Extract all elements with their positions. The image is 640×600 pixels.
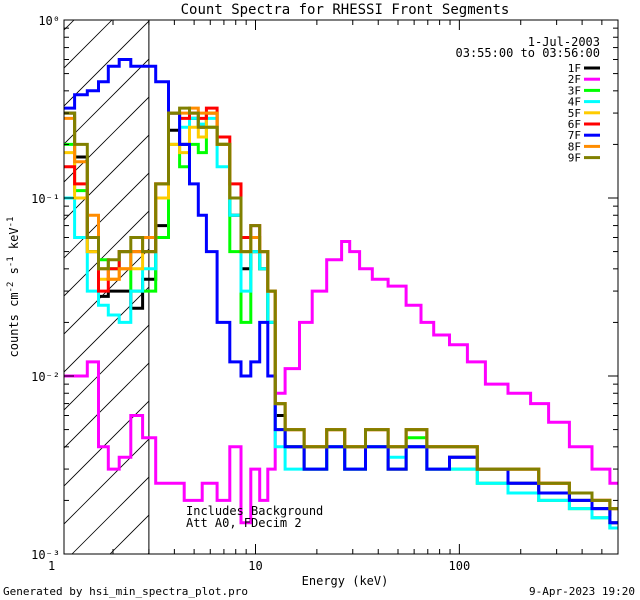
series-layer <box>64 58 618 530</box>
hatch-line <box>64 20 149 107</box>
legend-label-4f: 4F <box>568 96 581 109</box>
y-tick-label: 10⁰ <box>38 14 60 28</box>
hatch-line <box>414 0 640 554</box>
footer-timestamp: 9-Apr-2023 19:20 <box>529 585 635 598</box>
x-axis: 1 10 100 <box>48 20 619 573</box>
hatch-line <box>262 0 640 554</box>
x-tick-label: 10 <box>248 559 262 573</box>
annotation-attenuator: Att A0, FDecim 2 <box>186 516 302 530</box>
legend-label-1f: 1F <box>568 62 581 75</box>
x-tick-label: 100 <box>449 559 471 573</box>
y-tick-label: 10⁻² <box>31 370 60 384</box>
legend-label-5f: 5F <box>568 107 581 120</box>
series-line-9f <box>64 106 618 511</box>
excluded-energy-region <box>64 0 640 554</box>
x-tick-label: 1 <box>48 559 55 573</box>
chart-title: Count Spectra for RHESSI Front Segments <box>181 2 510 18</box>
series-line-2f <box>64 240 618 525</box>
date-label: 1-Jul-2003 <box>528 35 600 49</box>
hatch-line <box>109 514 149 554</box>
time-range-label: 03:55:00 to 03:56:00 <box>456 46 601 60</box>
legend-label-7f: 7F <box>568 129 581 142</box>
y-tick-label: 10⁻³ <box>31 548 60 562</box>
hatch-line <box>64 286 149 373</box>
footer-generated-by: Generated by hsi_min_spectra_plot.pro <box>3 585 248 598</box>
hatch-line <box>300 0 640 554</box>
hatch-line <box>64 248 149 335</box>
plot-frame <box>63 19 619 555</box>
legend-label-6f: 6F <box>568 118 581 131</box>
legend-label-8f: 8F <box>568 140 581 153</box>
hatch-line <box>64 134 149 221</box>
y-axis-label: counts cm-2 s-1 keV-1 <box>6 217 21 358</box>
legend-label-3f: 3F <box>568 84 581 97</box>
hatch-line <box>452 0 640 554</box>
hatch-line <box>147 552 149 554</box>
legend-label-2f: 2F <box>568 73 581 86</box>
legend-label-9f: 9F <box>568 152 581 165</box>
y-tick-label: 10⁻¹ <box>31 192 60 206</box>
hatch-line <box>64 438 149 525</box>
series-line-4f <box>64 111 618 530</box>
hatch-line <box>338 0 640 554</box>
hatch-line <box>64 400 149 487</box>
y-axis: 10⁰ 10⁻¹ 10⁻² 10⁻³ <box>31 14 618 562</box>
x-axis-label: Energy (keV) <box>302 574 389 588</box>
annotation-background: Includes Background <box>186 504 323 518</box>
hatch-line <box>64 58 149 145</box>
hatch-line <box>64 210 149 297</box>
hatch-line <box>64 96 149 183</box>
